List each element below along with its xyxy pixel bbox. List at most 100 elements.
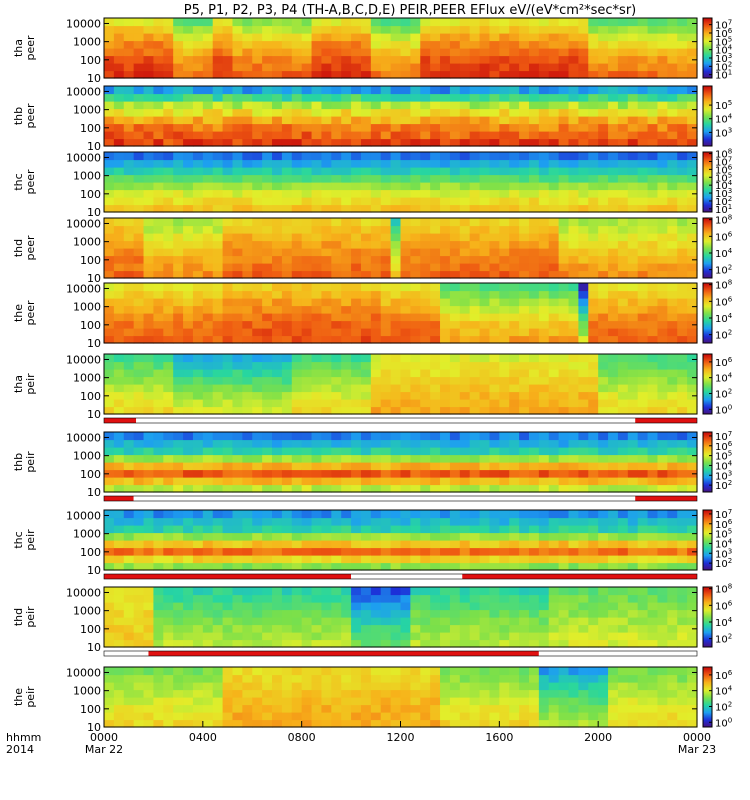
heatmap-cell <box>222 270 234 279</box>
heatmap-cell <box>617 225 629 234</box>
heatmap-cell <box>499 290 510 299</box>
heatmap-cell <box>449 116 461 125</box>
heatmap-cell <box>192 335 204 344</box>
heatmap-cell <box>400 469 411 478</box>
heatmap-cell <box>430 354 441 363</box>
heatmap-cell <box>301 639 313 648</box>
heatmap-cell <box>281 167 293 176</box>
heatmap-cell <box>123 376 135 385</box>
heatmap-cell <box>637 255 649 264</box>
heatmap-cell <box>311 462 323 471</box>
heatmap-cell <box>133 55 145 64</box>
heatmap-cell <box>637 454 649 463</box>
heatmap-cell <box>528 40 540 49</box>
heatmap-cell <box>519 305 530 314</box>
heatmap-cell <box>281 25 293 34</box>
heatmap-cell <box>489 55 500 64</box>
heatmap-cell <box>528 101 540 110</box>
heatmap-cell <box>608 63 619 72</box>
heatmap-cell <box>232 632 243 641</box>
heatmap-cell <box>272 525 283 534</box>
heatmap-cell <box>538 290 550 299</box>
heatmap-cell <box>143 182 155 191</box>
heatmap-cell <box>123 447 135 456</box>
heatmap-cell <box>212 369 224 378</box>
heatmap-cell <box>489 540 500 549</box>
heatmap-cell <box>370 510 382 519</box>
heatmap-cell <box>202 263 214 272</box>
heatmap-cell <box>627 617 639 626</box>
heatmap-cell <box>331 283 342 292</box>
heatmap-cell <box>519 225 530 234</box>
heatmap-cell <box>449 617 461 626</box>
heatmap-cell <box>440 290 451 299</box>
heatmap-cell <box>183 263 194 272</box>
heatmap-cell <box>281 369 293 378</box>
heatmap-cell <box>400 447 411 456</box>
heatmap-cell <box>400 138 411 147</box>
heatmap-cell <box>123 204 135 213</box>
heatmap-cell <box>192 454 204 463</box>
heatmap-cell <box>677 510 688 519</box>
heatmap-cell <box>538 376 550 385</box>
heatmap-cell <box>617 313 629 322</box>
heatmap-cell <box>538 255 550 264</box>
heatmap-cell <box>321 462 332 471</box>
heatmap-cell <box>538 510 550 519</box>
heatmap-cell <box>528 25 540 34</box>
heatmap-cell <box>647 587 659 596</box>
heatmap-cell <box>420 320 431 329</box>
heatmap-cell <box>687 384 698 393</box>
heatmap-cell <box>133 298 145 307</box>
heatmap-cell <box>677 101 688 110</box>
heatmap-cell <box>687 159 698 168</box>
heatmap-cell <box>380 399 392 408</box>
heatmap-cell <box>627 40 639 49</box>
heatmap-cell <box>272 432 283 441</box>
heatmap-cell <box>104 555 115 564</box>
heatmap-cell <box>519 517 530 526</box>
heatmap-cell <box>588 167 599 176</box>
heatmap-cell <box>321 290 332 299</box>
heatmap-cells <box>104 510 698 571</box>
heatmap-cell <box>627 609 639 618</box>
heatmap-cell <box>311 609 323 618</box>
heatmap-cell <box>400 204 411 213</box>
heatmap-cell <box>519 313 530 322</box>
colorbar-segment <box>703 70 712 73</box>
heatmap-cell <box>351 240 362 249</box>
heatmap-cell <box>667 159 678 168</box>
heatmap-cell <box>202 101 214 110</box>
heatmap-cell <box>301 116 313 125</box>
heatmap-cell <box>252 477 263 486</box>
heatmap-cell <box>113 609 125 618</box>
heatmap-cell <box>647 33 659 42</box>
heatmap-cell <box>222 689 234 698</box>
heatmap-cell <box>509 283 520 292</box>
heatmap-cell <box>568 454 579 463</box>
heatmap-cell <box>331 290 342 299</box>
heatmap-cell <box>499 270 510 279</box>
heatmap-cell <box>657 432 668 441</box>
heatmap-cell <box>430 587 441 596</box>
colorbar-segment <box>703 432 712 435</box>
heatmap-cell <box>281 270 293 279</box>
heatmap-cell <box>390 218 402 227</box>
heatmap-cell <box>558 93 570 102</box>
heatmap-cell <box>479 63 491 72</box>
heatmap-cell <box>301 152 313 161</box>
heatmap-cell <box>252 361 263 370</box>
heatmap-cell <box>153 40 164 49</box>
heatmap-cell <box>687 602 698 611</box>
heatmap-cell <box>202 462 214 471</box>
heatmap-cell <box>133 384 145 393</box>
heatmap-cell <box>153 447 164 456</box>
heatmap-cell <box>548 255 560 264</box>
heatmap-cell <box>192 510 204 519</box>
heatmap-cell <box>311 361 323 370</box>
heatmap-cell <box>499 547 510 556</box>
heatmap-cell <box>568 484 579 493</box>
heatmap-cell <box>499 609 510 618</box>
heatmap-cell <box>272 197 283 206</box>
heatmap-cell <box>123 406 135 415</box>
